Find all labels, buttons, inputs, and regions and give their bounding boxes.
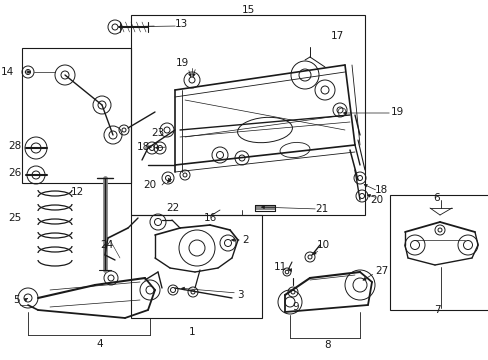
Text: 2: 2 <box>242 235 249 245</box>
Text: 9: 9 <box>292 302 299 312</box>
Text: 26: 26 <box>8 168 21 178</box>
Text: 18: 18 <box>136 142 149 152</box>
Text: 13: 13 <box>174 19 187 29</box>
Text: 21: 21 <box>315 204 328 214</box>
Text: 3: 3 <box>236 290 243 300</box>
Text: 18: 18 <box>374 185 387 195</box>
Text: 25: 25 <box>8 213 21 223</box>
Text: 19: 19 <box>389 107 403 117</box>
Text: 10: 10 <box>316 240 329 250</box>
Text: 7: 7 <box>433 305 439 315</box>
Text: 22: 22 <box>166 203 179 213</box>
Bar <box>131 15 364 215</box>
FancyArrow shape <box>254 204 274 210</box>
Text: 4: 4 <box>97 339 103 349</box>
Text: 1: 1 <box>188 327 195 337</box>
Text: 17: 17 <box>330 31 343 41</box>
Text: 19: 19 <box>175 58 188 68</box>
Bar <box>22 48 131 183</box>
Text: 6: 6 <box>433 193 439 203</box>
Text: 11: 11 <box>273 262 286 272</box>
Text: 8: 8 <box>324 340 331 350</box>
Text: 28: 28 <box>8 141 21 151</box>
Text: 24: 24 <box>100 240 113 250</box>
Text: 27: 27 <box>375 266 388 276</box>
Bar <box>389 195 488 310</box>
Text: 20: 20 <box>143 180 156 190</box>
Text: 23: 23 <box>151 128 164 138</box>
Text: 12: 12 <box>70 187 83 197</box>
Text: 20: 20 <box>370 195 383 205</box>
Text: 5: 5 <box>13 295 19 305</box>
Text: 15: 15 <box>241 5 254 15</box>
Bar <box>131 215 262 318</box>
Text: 14: 14 <box>0 67 14 77</box>
Text: 16: 16 <box>203 213 216 223</box>
